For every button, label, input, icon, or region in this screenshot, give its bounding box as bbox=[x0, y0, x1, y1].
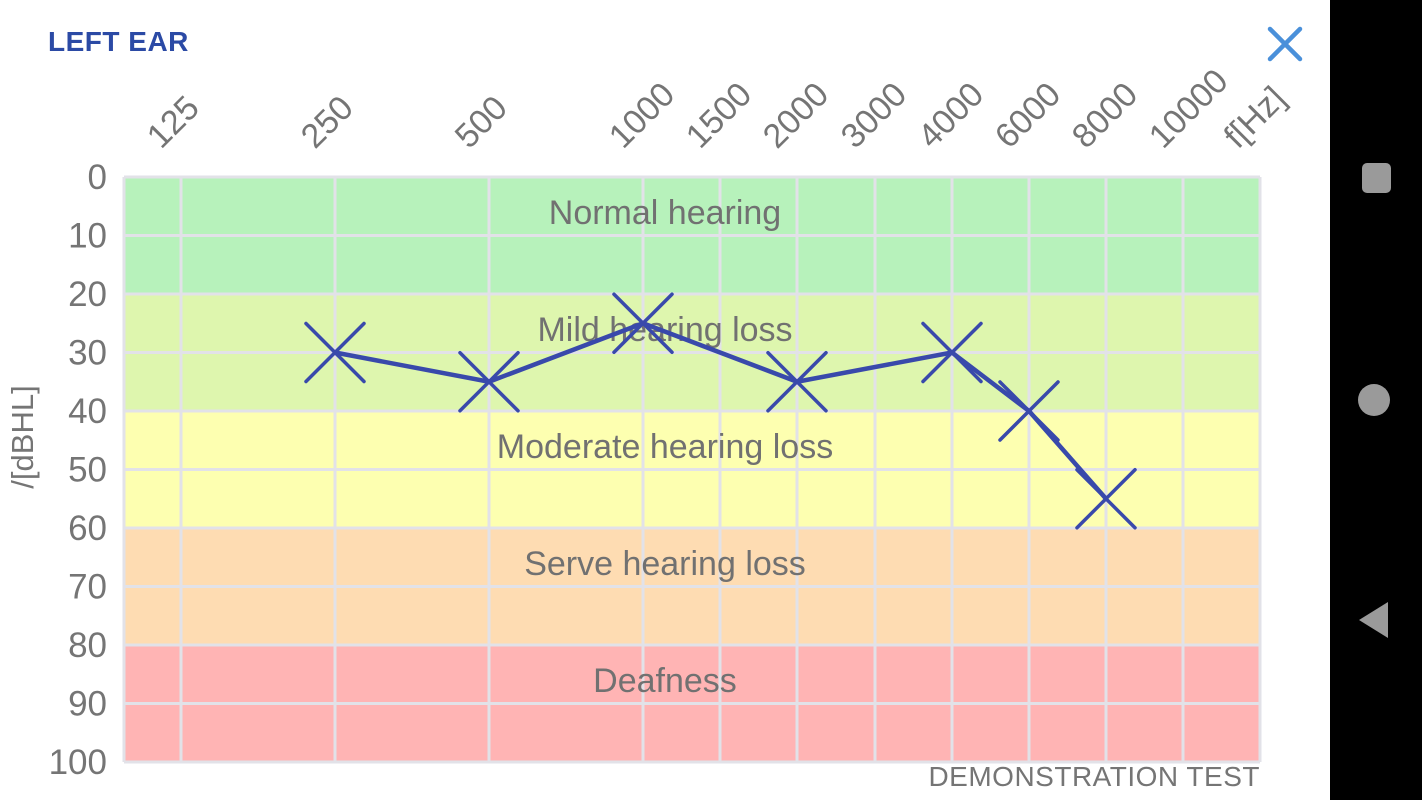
back-triangle-icon bbox=[1359, 602, 1388, 638]
x-tick-label: 2000 bbox=[756, 75, 836, 155]
data-point-marker bbox=[921, 321, 983, 384]
home-circle-icon bbox=[1358, 384, 1390, 416]
x-tick-label: 10000 bbox=[1142, 62, 1236, 156]
band-label: Deafness bbox=[593, 662, 737, 700]
y-tick-label: 60 bbox=[68, 509, 107, 548]
data-point-marker bbox=[766, 351, 828, 413]
android-nav-bar bbox=[1330, 0, 1422, 800]
close-icon bbox=[1267, 26, 1303, 62]
data-point-marker bbox=[304, 321, 366, 384]
demonstration-test-label: DEMONSTRATION TEST bbox=[928, 761, 1260, 792]
x-tick-label: 1500 bbox=[679, 75, 759, 155]
audiogram-panel: LEFT EAR Normal hearing Mild hearing loss… bbox=[5, 21, 1308, 792]
home-button[interactable] bbox=[1330, 360, 1422, 440]
y-tick-label: 50 bbox=[68, 451, 107, 490]
recents-button[interactable] bbox=[1330, 138, 1422, 218]
y-tick-label: 10 bbox=[68, 217, 107, 256]
x-tick-label: 4000 bbox=[911, 75, 991, 155]
x-tick-label: 3000 bbox=[834, 75, 914, 155]
y-tick-label: 100 bbox=[49, 743, 107, 782]
y-tick-label: 40 bbox=[68, 392, 107, 431]
y-tick-label: 70 bbox=[68, 568, 107, 607]
y-tick-label: 90 bbox=[68, 685, 107, 724]
recents-square-icon bbox=[1362, 163, 1391, 193]
data-point-marker bbox=[998, 380, 1060, 442]
page-title: LEFT EAR bbox=[48, 26, 189, 57]
band-label: Normal hearing bbox=[549, 194, 781, 232]
back-button[interactable] bbox=[1330, 580, 1422, 660]
band-label: Serve hearing loss bbox=[524, 545, 806, 583]
y-tick-label: 80 bbox=[68, 626, 107, 665]
x-tick-label: 125 bbox=[140, 89, 207, 156]
data-point-marker bbox=[458, 351, 520, 413]
data-point-marker bbox=[612, 292, 674, 354]
y-tick-label: 20 bbox=[68, 275, 107, 314]
band-label: Moderate hearing loss bbox=[497, 428, 833, 466]
x-tick-label: 500 bbox=[448, 89, 515, 156]
x-tick-label: 8000 bbox=[1065, 75, 1145, 155]
x-tick-label: 250 bbox=[294, 89, 361, 156]
y-tick-label: 30 bbox=[68, 334, 107, 373]
x-tick-label: 6000 bbox=[988, 75, 1068, 155]
y-axis-label: /[dBHL] bbox=[5, 385, 40, 488]
close-button[interactable] bbox=[1262, 21, 1308, 67]
y-tick-label: 0 bbox=[88, 158, 107, 197]
data-point-marker bbox=[1075, 468, 1137, 530]
x-tick-label: 1000 bbox=[602, 75, 682, 155]
